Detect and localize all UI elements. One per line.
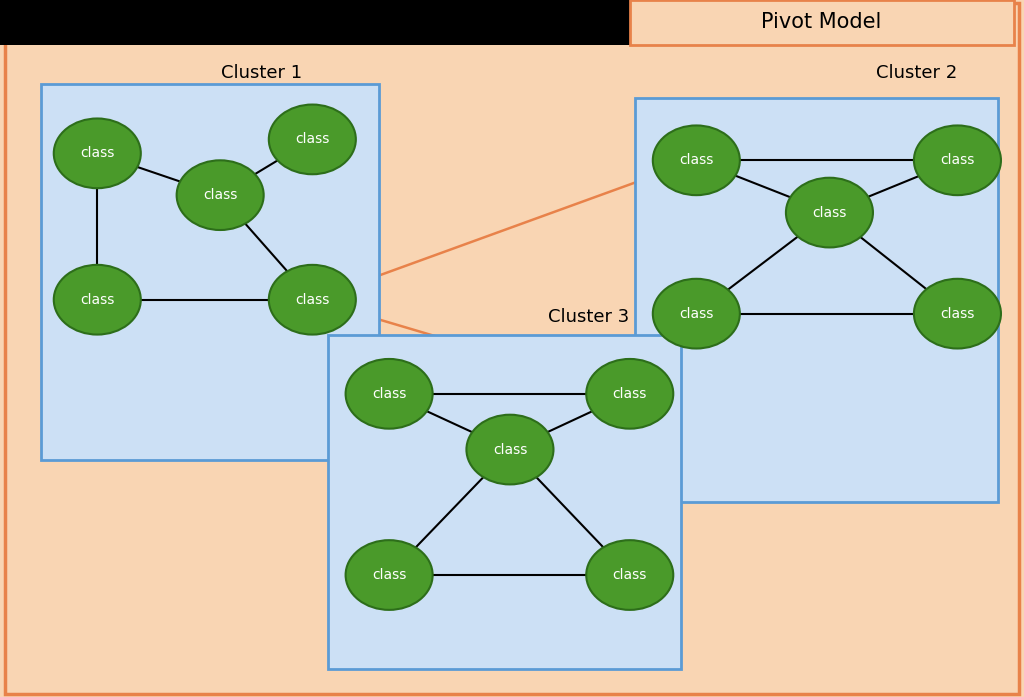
Text: class: class (679, 307, 714, 321)
Ellipse shape (346, 359, 432, 429)
Ellipse shape (346, 540, 432, 610)
Text: class: class (80, 293, 115, 307)
Text: class: class (612, 387, 647, 401)
Text: class: class (812, 206, 847, 220)
Text: class: class (80, 146, 115, 160)
Text: class: class (679, 153, 714, 167)
Text: class: class (372, 568, 407, 582)
Ellipse shape (586, 359, 674, 429)
Text: Pivot Model: Pivot Model (761, 13, 882, 32)
FancyBboxPatch shape (630, 0, 1014, 45)
Text: class: class (612, 568, 647, 582)
Ellipse shape (53, 265, 141, 335)
Bar (0, 0, 630, 45)
Ellipse shape (914, 279, 1001, 348)
FancyBboxPatch shape (41, 84, 379, 460)
Ellipse shape (786, 178, 872, 247)
Text: class: class (203, 188, 238, 202)
Text: Cluster 3: Cluster 3 (548, 308, 630, 326)
Text: class: class (372, 387, 407, 401)
Text: class: class (295, 293, 330, 307)
Text: class: class (940, 307, 975, 321)
Ellipse shape (653, 279, 740, 348)
Ellipse shape (467, 415, 553, 484)
Text: class: class (940, 153, 975, 167)
Ellipse shape (268, 105, 356, 174)
FancyBboxPatch shape (328, 335, 681, 669)
Text: class: class (295, 132, 330, 146)
Ellipse shape (653, 125, 740, 195)
Ellipse shape (586, 540, 674, 610)
Ellipse shape (53, 118, 141, 188)
Text: class: class (493, 443, 527, 457)
Text: Cluster 1: Cluster 1 (220, 64, 302, 82)
Text: Cluster 2: Cluster 2 (876, 64, 957, 82)
Ellipse shape (176, 160, 264, 230)
Ellipse shape (268, 265, 356, 335)
FancyBboxPatch shape (635, 98, 998, 502)
Ellipse shape (914, 125, 1001, 195)
